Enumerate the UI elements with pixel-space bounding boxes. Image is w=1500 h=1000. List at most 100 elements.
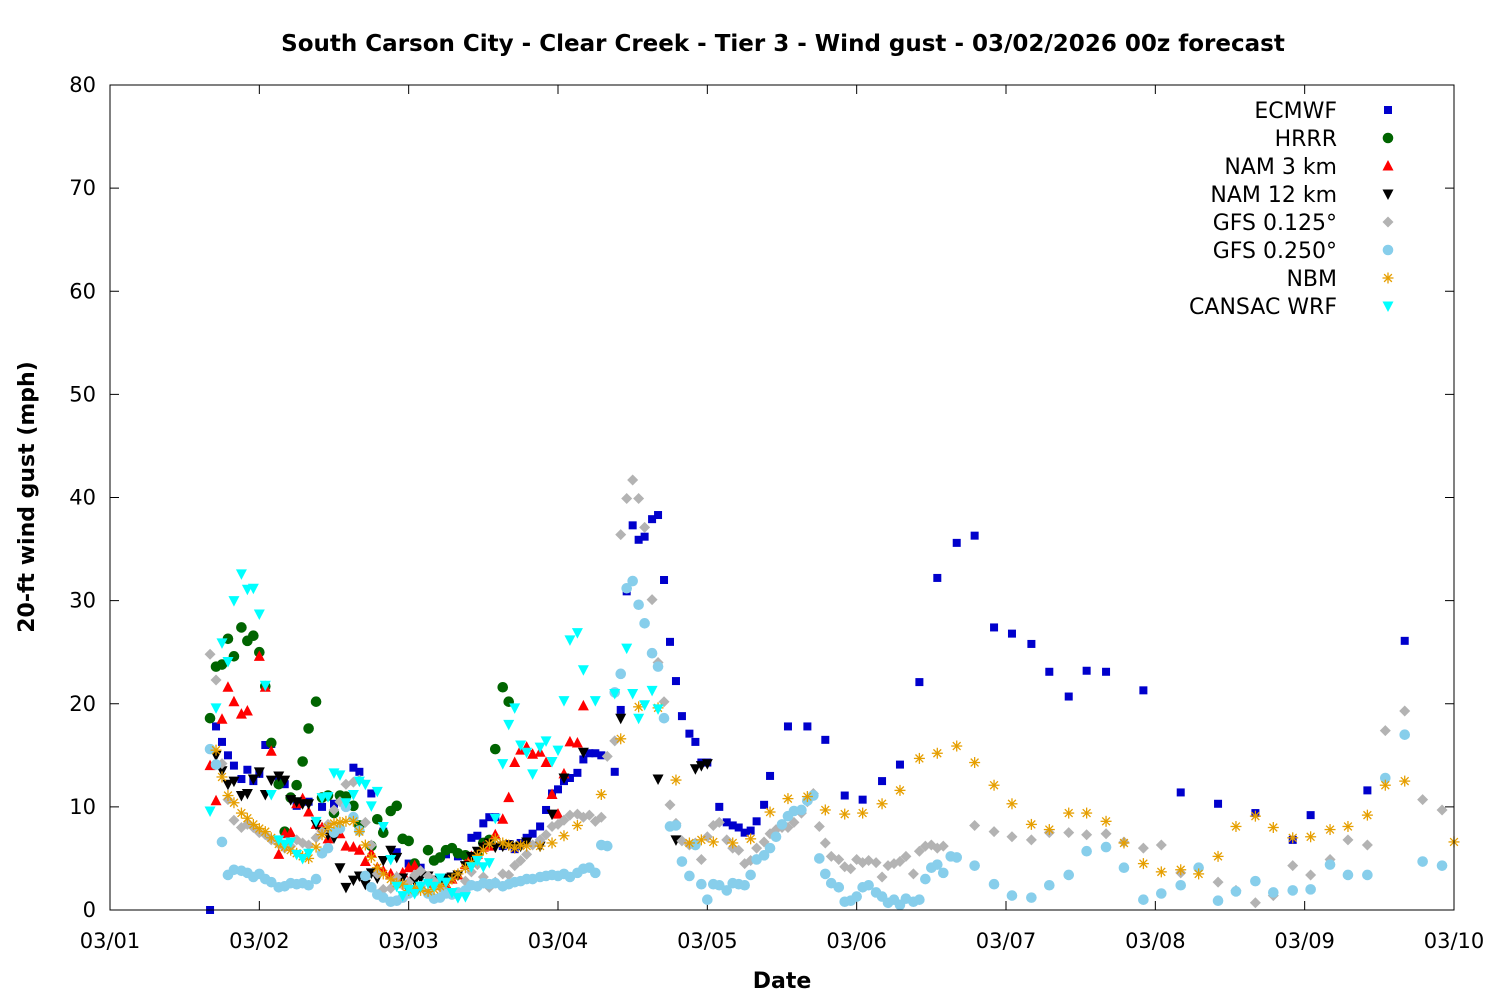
data-point bbox=[279, 839, 291, 850]
data-point bbox=[876, 871, 888, 883]
data-point bbox=[1064, 692, 1073, 701]
data-point bbox=[913, 752, 925, 764]
data-point bbox=[521, 840, 533, 852]
legend-label: NAM 3 km bbox=[1224, 155, 1337, 180]
data-point bbox=[571, 819, 583, 831]
data-point bbox=[1081, 845, 1092, 857]
data-point bbox=[409, 876, 421, 888]
y-tick-label: 20 bbox=[69, 692, 96, 716]
data-point bbox=[509, 756, 521, 768]
data-point bbox=[554, 785, 562, 794]
series-gfs-0-125- bbox=[204, 474, 1448, 909]
data-point bbox=[212, 722, 221, 731]
data-point bbox=[571, 736, 583, 748]
data-point bbox=[1436, 804, 1448, 816]
data-point bbox=[1082, 666, 1091, 675]
data-point bbox=[377, 856, 389, 867]
data-point bbox=[371, 786, 383, 798]
data-point bbox=[745, 869, 756, 881]
data-point bbox=[707, 836, 719, 848]
data-point bbox=[359, 855, 371, 867]
legend-label: CANSAC WRF bbox=[1189, 295, 1337, 320]
data-point bbox=[237, 775, 246, 784]
data-point bbox=[310, 873, 322, 885]
y-axis-label: 20-ft wind gust (mph) bbox=[15, 361, 40, 633]
x-tick-label: 03/04 bbox=[528, 929, 589, 953]
chart-title: South Carson City - Clear Creek - Tier 3… bbox=[281, 31, 1285, 57]
data-point bbox=[783, 722, 792, 731]
data-point bbox=[1175, 864, 1187, 876]
data-point bbox=[970, 531, 979, 540]
data-point bbox=[235, 569, 247, 580]
data-point bbox=[915, 678, 924, 687]
y-tick-label: 50 bbox=[69, 382, 96, 406]
data-point bbox=[253, 650, 265, 661]
data-point bbox=[628, 521, 637, 530]
data-point bbox=[328, 804, 340, 816]
data-point bbox=[1155, 839, 1167, 851]
data-point bbox=[1305, 884, 1316, 895]
data-point bbox=[1399, 729, 1411, 740]
data-point bbox=[932, 859, 943, 870]
data-point bbox=[676, 856, 688, 867]
y-tick-label: 10 bbox=[69, 795, 96, 819]
data-point bbox=[552, 808, 564, 819]
data-point bbox=[236, 622, 247, 633]
series-cansac-wrf bbox=[204, 569, 664, 904]
data-point bbox=[670, 774, 682, 786]
data-point bbox=[1212, 876, 1224, 888]
data-point bbox=[465, 862, 477, 873]
data-point bbox=[216, 836, 228, 848]
data-point bbox=[813, 820, 825, 832]
data-point bbox=[683, 837, 695, 849]
data-point bbox=[546, 809, 558, 821]
data-point bbox=[222, 656, 234, 668]
data-point bbox=[863, 879, 874, 891]
data-point bbox=[265, 832, 277, 844]
data-point bbox=[340, 798, 352, 809]
data-point bbox=[409, 859, 421, 871]
data-point bbox=[695, 761, 707, 772]
data-point bbox=[648, 515, 657, 524]
data-point bbox=[589, 696, 601, 707]
data-point bbox=[303, 848, 315, 860]
data-point bbox=[633, 493, 645, 505]
data-point bbox=[347, 841, 359, 852]
data-point bbox=[691, 737, 700, 746]
data-point bbox=[403, 835, 414, 847]
data-point bbox=[1025, 834, 1037, 846]
data-point bbox=[391, 800, 403, 812]
data-point bbox=[616, 705, 625, 714]
data-point bbox=[684, 870, 695, 882]
data-point bbox=[1249, 897, 1261, 909]
data-point bbox=[654, 511, 663, 520]
data-point bbox=[542, 805, 551, 814]
data-point bbox=[1212, 850, 1224, 862]
data-point bbox=[894, 784, 906, 796]
data-point bbox=[552, 745, 564, 757]
data-point bbox=[640, 532, 649, 541]
data-point bbox=[1193, 868, 1205, 880]
data-point bbox=[367, 789, 376, 798]
data-point bbox=[670, 820, 682, 831]
series-nbm bbox=[210, 701, 1460, 897]
data-point bbox=[739, 879, 750, 891]
data-point bbox=[558, 773, 570, 784]
data-point bbox=[422, 844, 434, 856]
x-tick-label: 03/03 bbox=[378, 929, 439, 953]
data-point bbox=[471, 856, 483, 867]
data-point bbox=[303, 723, 314, 734]
data-point bbox=[609, 688, 621, 700]
data-point bbox=[752, 817, 761, 826]
data-point bbox=[1361, 839, 1373, 851]
data-point bbox=[565, 774, 574, 782]
data-point bbox=[601, 750, 613, 762]
data-point bbox=[801, 791, 813, 803]
data-point bbox=[297, 853, 309, 865]
data-point bbox=[489, 743, 501, 755]
data-point bbox=[615, 529, 627, 541]
data-point bbox=[1417, 794, 1429, 806]
data-point bbox=[204, 648, 216, 660]
data-point bbox=[900, 850, 912, 862]
data-point bbox=[527, 769, 539, 780]
